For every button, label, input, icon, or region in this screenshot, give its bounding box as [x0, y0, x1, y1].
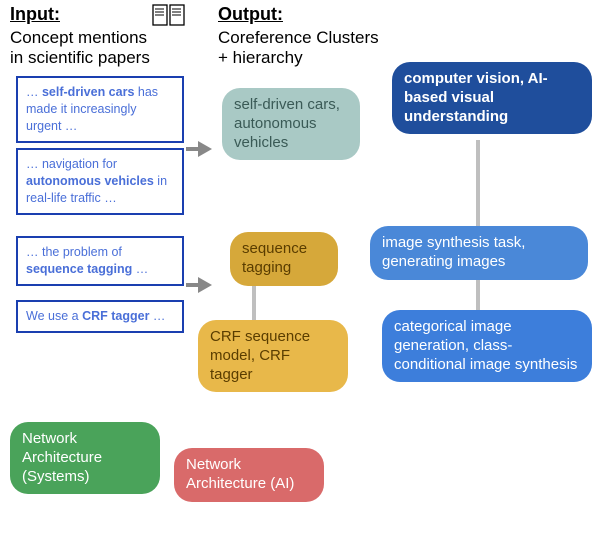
- snippet-box: … the problem of sequence tagging …: [16, 236, 184, 286]
- cluster-image-synthesis: image synthesis task, generating images: [370, 226, 588, 280]
- output-subheading-2: + hierarchy: [218, 48, 303, 68]
- arrow-icon: [186, 276, 214, 299]
- input-heading: Input:: [10, 4, 60, 25]
- snippet-box: … self-driven cars has made it increasin…: [16, 76, 184, 143]
- input-subheading-2: in scientific papers: [10, 48, 150, 68]
- snippet-text: … the problem of: [26, 245, 122, 259]
- snippet-bold: CRF tagger: [82, 309, 149, 323]
- cluster-crf-tagger: CRF sequence model, CRF tagger: [198, 320, 348, 392]
- snippet-box: … navigation for autonomous vehicles in …: [16, 148, 184, 215]
- snippet-text: …: [149, 309, 165, 323]
- cluster-self-driven-cars: self-driven cars, autonomous vehicles: [222, 88, 360, 160]
- cluster-computer-vision: computer vision, AI-based visual underst…: [392, 62, 592, 134]
- hierarchy-link: [476, 140, 480, 226]
- output-subheading-1: Coreference Clusters: [218, 28, 379, 48]
- snippet-bold: sequence tagging: [26, 262, 132, 276]
- snippet-text: … navigation for: [26, 157, 117, 171]
- input-subheading-1: Concept mentions: [10, 28, 147, 48]
- hierarchy-link: [252, 280, 256, 320]
- document-icon: [152, 4, 186, 33]
- cluster-categorical-gen: categorical image generation, class-cond…: [382, 310, 592, 382]
- snippet-bold: self-driven cars: [42, 85, 134, 99]
- snippet-text: …: [26, 85, 42, 99]
- snippet-bold: autonomous vehicles: [26, 174, 154, 188]
- cluster-network-arch-ai: Network Architecture (AI): [174, 448, 324, 502]
- snippet-box: We use a CRF tagger …: [16, 300, 184, 333]
- cluster-sequence-tagging: sequence tagging: [230, 232, 338, 286]
- arrow-icon: [186, 140, 214, 163]
- output-heading: Output:: [218, 4, 283, 25]
- snippet-text: …: [132, 262, 148, 276]
- snippet-text: We use a: [26, 309, 82, 323]
- hierarchy-link: [476, 280, 480, 310]
- cluster-network-arch-systems: Network Architecture (Systems): [10, 422, 160, 494]
